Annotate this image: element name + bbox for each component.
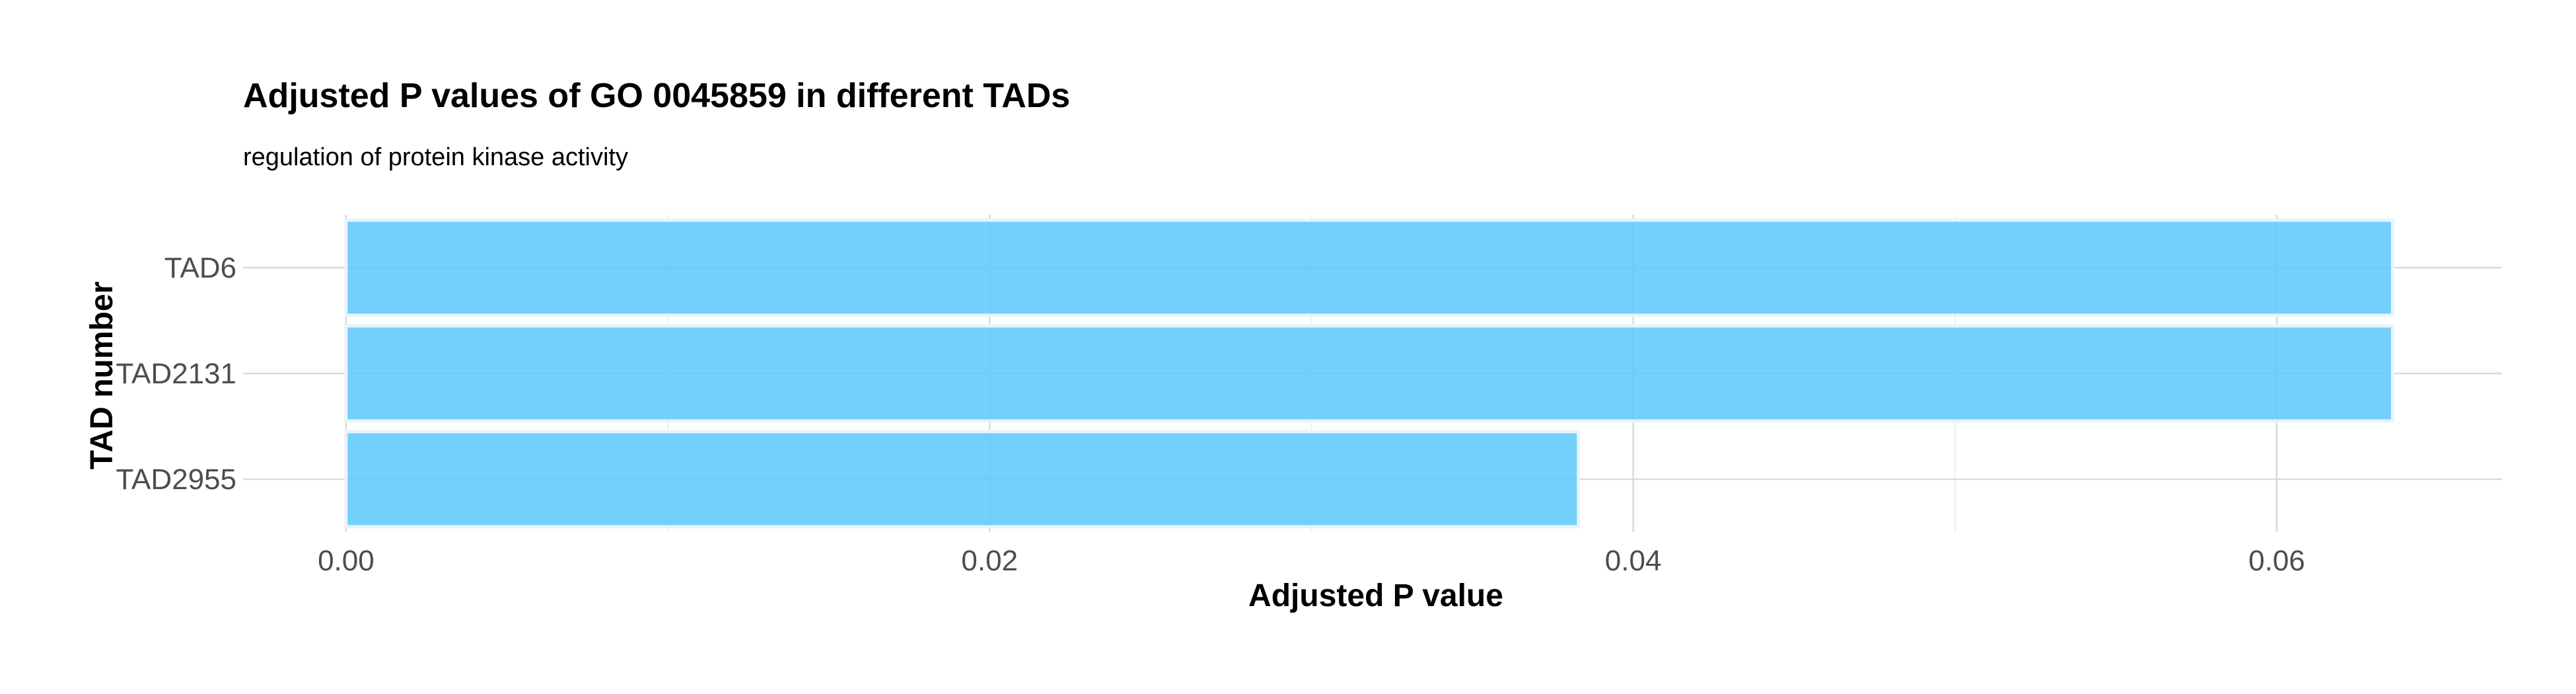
y-axis-title: TAD number: [85, 282, 120, 469]
chart-title: Adjusted P values of GO 0045859 in diffe…: [243, 77, 1070, 115]
x-axis-title: Adjusted P value: [1248, 578, 1503, 613]
chart-subtitle: regulation of protein kinase activity: [243, 143, 628, 171]
y-tick-label: TAD2131: [116, 358, 236, 390]
x-tick-labels: 0.00 0.02 0.04 0.06: [318, 545, 2305, 577]
x-tick-label: 0.02: [961, 545, 1018, 577]
y-tick-label: TAD6: [164, 252, 236, 284]
bar-tad2955: [344, 430, 1581, 529]
bar-tad6: [344, 218, 2394, 317]
bars: [344, 218, 2394, 529]
bar-tad2131: [344, 324, 2394, 423]
x-tick-label: 0.06: [2248, 545, 2305, 577]
y-tick-labels: TAD6 TAD2131 TAD2955: [116, 252, 236, 496]
x-tick-label: 0.00: [318, 545, 375, 577]
x-tick-label: 0.04: [1605, 545, 1662, 577]
y-tick-label: TAD2955: [116, 463, 236, 496]
